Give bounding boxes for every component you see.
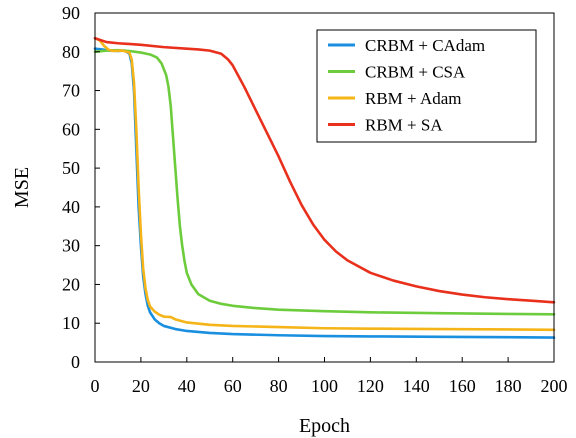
y-tick-label: 90 — [62, 3, 80, 23]
legend-label-3: RBM + SA — [365, 116, 443, 135]
x-tick-label: 180 — [495, 376, 522, 396]
ticks-layer: 0 20 40 60 80 100 120 140 160 180 200 0 10 20 30 40 50 60… — [62, 3, 568, 396]
x-tick-label: 40 — [178, 376, 196, 396]
series-line-1 — [93, 48, 556, 316]
series-line-2 — [93, 36, 556, 332]
x-tick-label: 0 — [91, 376, 100, 396]
x-tick-label: 60 — [224, 376, 242, 396]
legend: CRBM + CAdam CRBM + CSA RBM + Adam RBM + SA — [316, 29, 537, 143]
x-tick-label: 200 — [541, 376, 568, 396]
y-tick-label: 60 — [62, 119, 80, 139]
y-tick-label: 30 — [62, 236, 80, 256]
y-tick-label: 0 — [71, 352, 80, 372]
legend-label-2: RBM + Adam — [365, 89, 462, 108]
y-tick-label: 50 — [62, 158, 80, 178]
x-tick-label: 20 — [132, 376, 150, 396]
x-tick-label: 100 — [311, 376, 338, 396]
y-tick-label: 10 — [62, 313, 80, 333]
y-tick-label: 40 — [62, 197, 80, 217]
series-layer — [93, 36, 556, 339]
y-tick-label: 20 — [62, 274, 80, 294]
x-tick-label: 80 — [270, 376, 288, 396]
y-axis-label: MSE — [11, 167, 33, 208]
y-tick-label: 80 — [62, 42, 80, 62]
legend-label-0: CRBM + CAdam — [365, 36, 485, 55]
y-tick-label: 70 — [62, 81, 80, 101]
x-tick-label: 160 — [449, 376, 476, 396]
x-tick-label: 140 — [403, 376, 430, 396]
x-axis-label: Epoch — [299, 415, 350, 437]
legend-label-1: CRBM + CSA — [365, 63, 466, 82]
series-line-3 — [93, 36, 556, 304]
x-tick-label: 120 — [357, 376, 384, 396]
